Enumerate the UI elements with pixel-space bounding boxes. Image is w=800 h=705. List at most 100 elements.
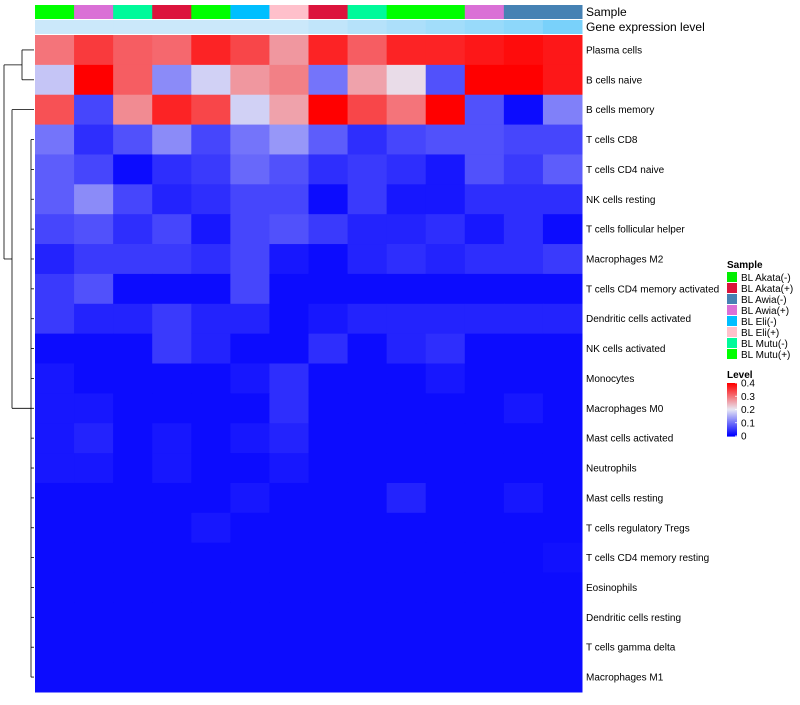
heatmap-cell [269, 572, 309, 603]
heatmap-cell [35, 273, 75, 305]
heatmap-cell [191, 512, 231, 544]
heatmap-cell [269, 423, 309, 454]
heatmap-cell [35, 154, 75, 185]
sample-legend-swatch [727, 327, 737, 337]
level-gradient-step [727, 420, 737, 422]
heatmap-cell [152, 184, 192, 215]
heatmap-cell [308, 453, 349, 484]
heatmap-cell [113, 273, 153, 305]
heatmap-cell [464, 662, 505, 693]
heatmap-cell [347, 542, 388, 574]
row-labels: Plasma cells B cells naive B cells memory T… [586, 45, 719, 683]
level-gradient-step [727, 391, 737, 394]
heatmap-cell [503, 154, 544, 185]
sample-legend-label: BL Awia(+) [741, 306, 789, 317]
heatmap-cell [503, 244, 544, 275]
level-legend-title: Level [727, 370, 753, 381]
sample-legend-title: Sample [727, 260, 763, 271]
heatmap-cell [425, 214, 466, 245]
sample-legend-label: BL Akata(+) [741, 284, 793, 295]
heatmap-cell [152, 64, 192, 96]
row-label: Monocytes [586, 374, 634, 385]
heatmap-cell [269, 602, 309, 633]
heatmap-cell [386, 363, 427, 394]
heatmap-cell [347, 35, 388, 66]
heatmap-cell [191, 214, 231, 245]
expression-annotation-cell [74, 20, 114, 34]
heatmap-cell [464, 542, 505, 574]
heatmap-cell [113, 244, 153, 275]
heatmap-cell [425, 273, 466, 305]
heatmap-cell [542, 393, 583, 424]
heatmap-cell [230, 423, 270, 454]
heatmap-cell [230, 303, 270, 335]
level-gradient-step [727, 434, 737, 437]
heatmap-cell [542, 214, 583, 245]
heatmap-cell [425, 35, 466, 66]
heatmap-cell [347, 363, 388, 394]
heatmap-cell [542, 423, 583, 454]
level-gradient-step [727, 410, 737, 413]
heatmap-cell [542, 512, 583, 544]
heatmap-cell [269, 453, 309, 484]
heatmap-cell [230, 333, 270, 364]
heatmap-cell [347, 154, 388, 185]
row-label: Neutrophils [586, 464, 637, 475]
heatmap-cell [347, 214, 388, 245]
level-gradient-step [727, 423, 737, 425]
heatmap-cell [347, 333, 388, 364]
sample-annotation-cell [74, 5, 114, 19]
heatmap-cell [35, 572, 75, 603]
level-gradient-step [727, 384, 737, 386]
level-gradient-step [727, 416, 737, 419]
heatmap-cell [269, 662, 309, 693]
level-gradient-step [727, 428, 737, 431]
heatmap-cell [308, 303, 349, 335]
heatmap-cell [113, 333, 153, 364]
heatmap-cell [347, 602, 388, 633]
heatmap-cell [269, 303, 309, 335]
heatmap-cell [113, 632, 153, 663]
heatmap-cell [230, 512, 270, 544]
heatmap-cell [230, 214, 270, 245]
heatmap-cell [347, 184, 388, 215]
heatmap-cell [308, 94, 349, 126]
level-gradient-step [727, 402, 737, 404]
heatmap-cell [542, 333, 583, 364]
heatmap-cell [386, 542, 427, 574]
heatmap-cell [503, 602, 544, 633]
expression-annotation-cell [464, 20, 505, 34]
heatmap-cell [464, 273, 505, 305]
heatmap-cell [503, 94, 544, 126]
heatmap-cell [152, 154, 192, 185]
sample-legend-swatch [727, 316, 737, 326]
sample-legend-swatch [727, 272, 737, 282]
heatmap-cell [230, 662, 270, 693]
heatmap-cell [230, 602, 270, 633]
sample-legend-label: BL Awia(-) [741, 295, 787, 306]
expression-annotation-cell [386, 20, 427, 34]
heatmap-cell [230, 363, 270, 394]
heatmap-cell [308, 184, 349, 215]
heatmap-cells [35, 35, 583, 693]
heatmap-cell [308, 632, 349, 663]
heatmap-cell [269, 124, 309, 155]
sample-annotation-cell [269, 5, 309, 19]
heatmap-cell [386, 453, 427, 484]
heatmap-cell [503, 124, 544, 155]
heatmap-cell [386, 333, 427, 364]
heatmap-cell [230, 64, 270, 96]
level-tick-label: 0.2 [741, 405, 755, 416]
heatmap-cell [503, 423, 544, 454]
heatmap-cell [269, 154, 309, 185]
heatmap-cell [113, 482, 153, 514]
heatmap-cell [464, 244, 505, 275]
heatmap-cell [542, 632, 583, 663]
sample-legend-swatch [727, 283, 737, 293]
expression-annotation-cell [425, 20, 466, 34]
level-gradient-step [727, 406, 737, 408]
heatmap-cell [35, 124, 75, 155]
heatmap-cell [308, 512, 349, 544]
level-gradient-step [727, 403, 737, 405]
level-gradient-step [727, 392, 737, 395]
